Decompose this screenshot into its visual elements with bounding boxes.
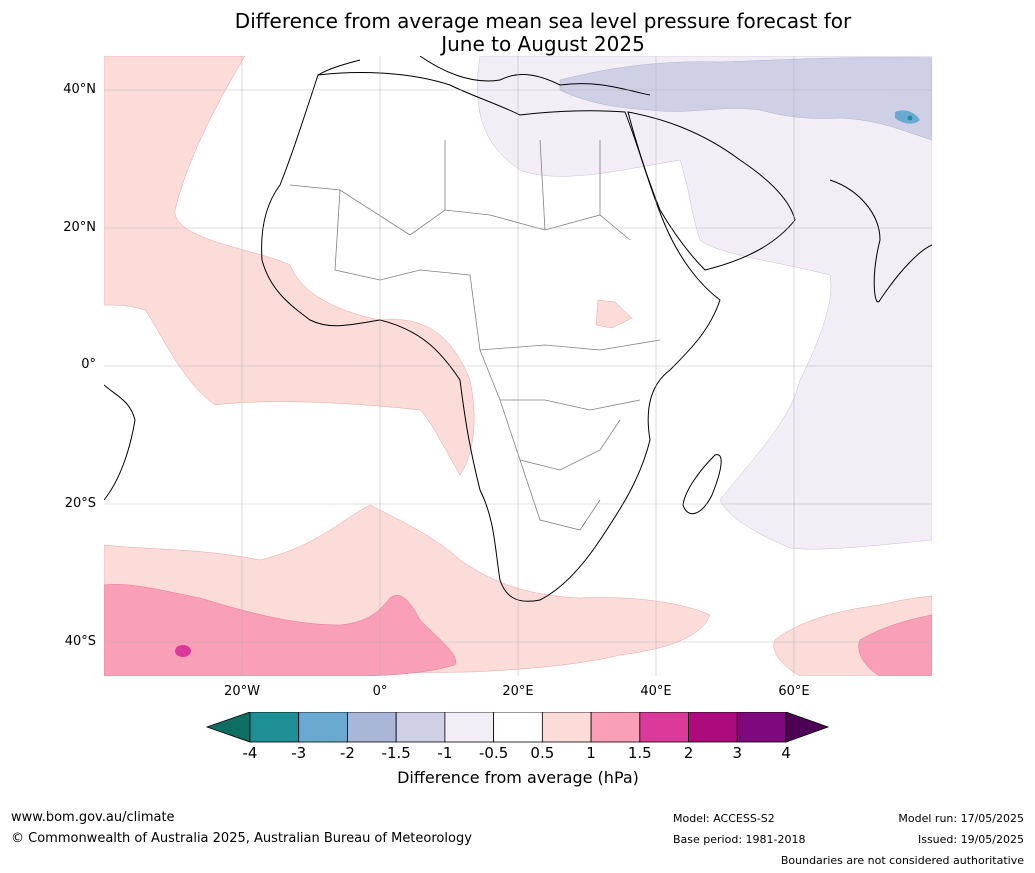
country-borders — [289, 139, 661, 531]
colorbar-swatch — [298, 712, 348, 743]
colorbar-swatch — [444, 712, 495, 743]
anomaly-region-north-atlantic — [104, 56, 475, 476]
lon-label-20e: 20°E — [502, 684, 534, 699]
pressure-anomaly-map — [104, 56, 932, 676]
lon-label-60e: 60°E — [778, 684, 810, 699]
colorbar-tick-label: -1.5 — [381, 744, 411, 762]
colorbar-swatch — [249, 712, 300, 743]
colorbar-tick-label: -3 — [291, 744, 307, 762]
footer-website: www.bom.gov.au/climate — [11, 810, 175, 825]
colorbar-tick-label: 0.5 — [530, 744, 555, 762]
lon-label-40e: 40°E — [640, 684, 672, 699]
map-title-line1: Difference from average mean sea level p… — [234, 9, 852, 33]
colorbar-swatch — [493, 712, 543, 743]
footer-model: Model: ACCESS-S2 — [673, 812, 775, 825]
africa-outline — [261, 71, 721, 602]
footer-base-period: Base period: 1981-2018 — [673, 833, 806, 846]
colorbar-swatch — [541, 712, 592, 743]
colorbar-swatch — [639, 712, 689, 743]
map-title: Difference from average mean sea level p… — [0, 10, 1035, 56]
lon-label-20w: 20°W — [224, 684, 260, 699]
colorbar-tick-label: -0.5 — [478, 744, 509, 762]
anomaly-spot-south-atlantic — [175, 645, 191, 657]
anomaly-spot-himalaya — [895, 110, 920, 124]
graticule — [104, 56, 932, 676]
anomaly-region-south-indian-strong — [858, 614, 932, 676]
footer-issued: Issued: 19/05/2025 — [917, 833, 1024, 846]
colorbar-label: Difference from average (hPa) — [397, 768, 639, 787]
colorbar-swatch — [347, 712, 397, 743]
footer-model-run: Model run: 17/05/2025 — [898, 812, 1024, 825]
colorbar-tick-label: 3 — [732, 744, 743, 762]
europe-outline — [317, 56, 651, 96]
anomaly-region-central-asia — [559, 57, 932, 141]
south-america-outline — [104, 384, 136, 501]
colorbar — [205, 712, 830, 743]
lat-label-20n: 20°N — [63, 220, 96, 235]
india-outline — [829, 179, 932, 303]
lat-label-20s: 20°S — [64, 496, 96, 511]
colorbar-swatch — [590, 712, 641, 743]
colorbar-tick-label: -1 — [437, 744, 453, 762]
colorbar-tick-label: -2 — [339, 744, 355, 762]
map-title-line2: June to August 2025 — [441, 32, 645, 56]
anomaly-region-indian-ocean — [477, 56, 932, 550]
colorbar-tick-label: 1 — [586, 744, 596, 762]
colorbar-swatch — [688, 712, 738, 743]
anomaly-region-east-africa — [595, 299, 633, 329]
colorbar-tick-label: 2 — [683, 744, 694, 762]
colorbar-swatch — [736, 712, 787, 743]
anomaly-region-south-atlantic-strong — [104, 584, 457, 676]
lon-label-0: 0° — [372, 684, 388, 699]
lat-label-0: 0° — [81, 357, 96, 372]
colorbar-tick-label: 4 — [781, 744, 791, 762]
colorbar-tick-label: -4 — [242, 744, 258, 762]
colorbar-swatch — [395, 712, 446, 743]
footer-disclaimer: Boundaries are not considered authoritat… — [780, 854, 1024, 867]
lat-label-40n: 40°N — [63, 82, 96, 97]
colorbar-tick-label: 1.5 — [627, 744, 652, 762]
arabia-outline — [627, 111, 796, 271]
colorbar-extend-low — [205, 712, 251, 743]
colorbar-extend-high — [785, 712, 830, 743]
footer-copyright: © Commonwealth of Australia 2025, Austra… — [11, 831, 472, 846]
madagascar-outline — [682, 454, 722, 515]
lat-label-40s: 40°S — [64, 634, 96, 649]
